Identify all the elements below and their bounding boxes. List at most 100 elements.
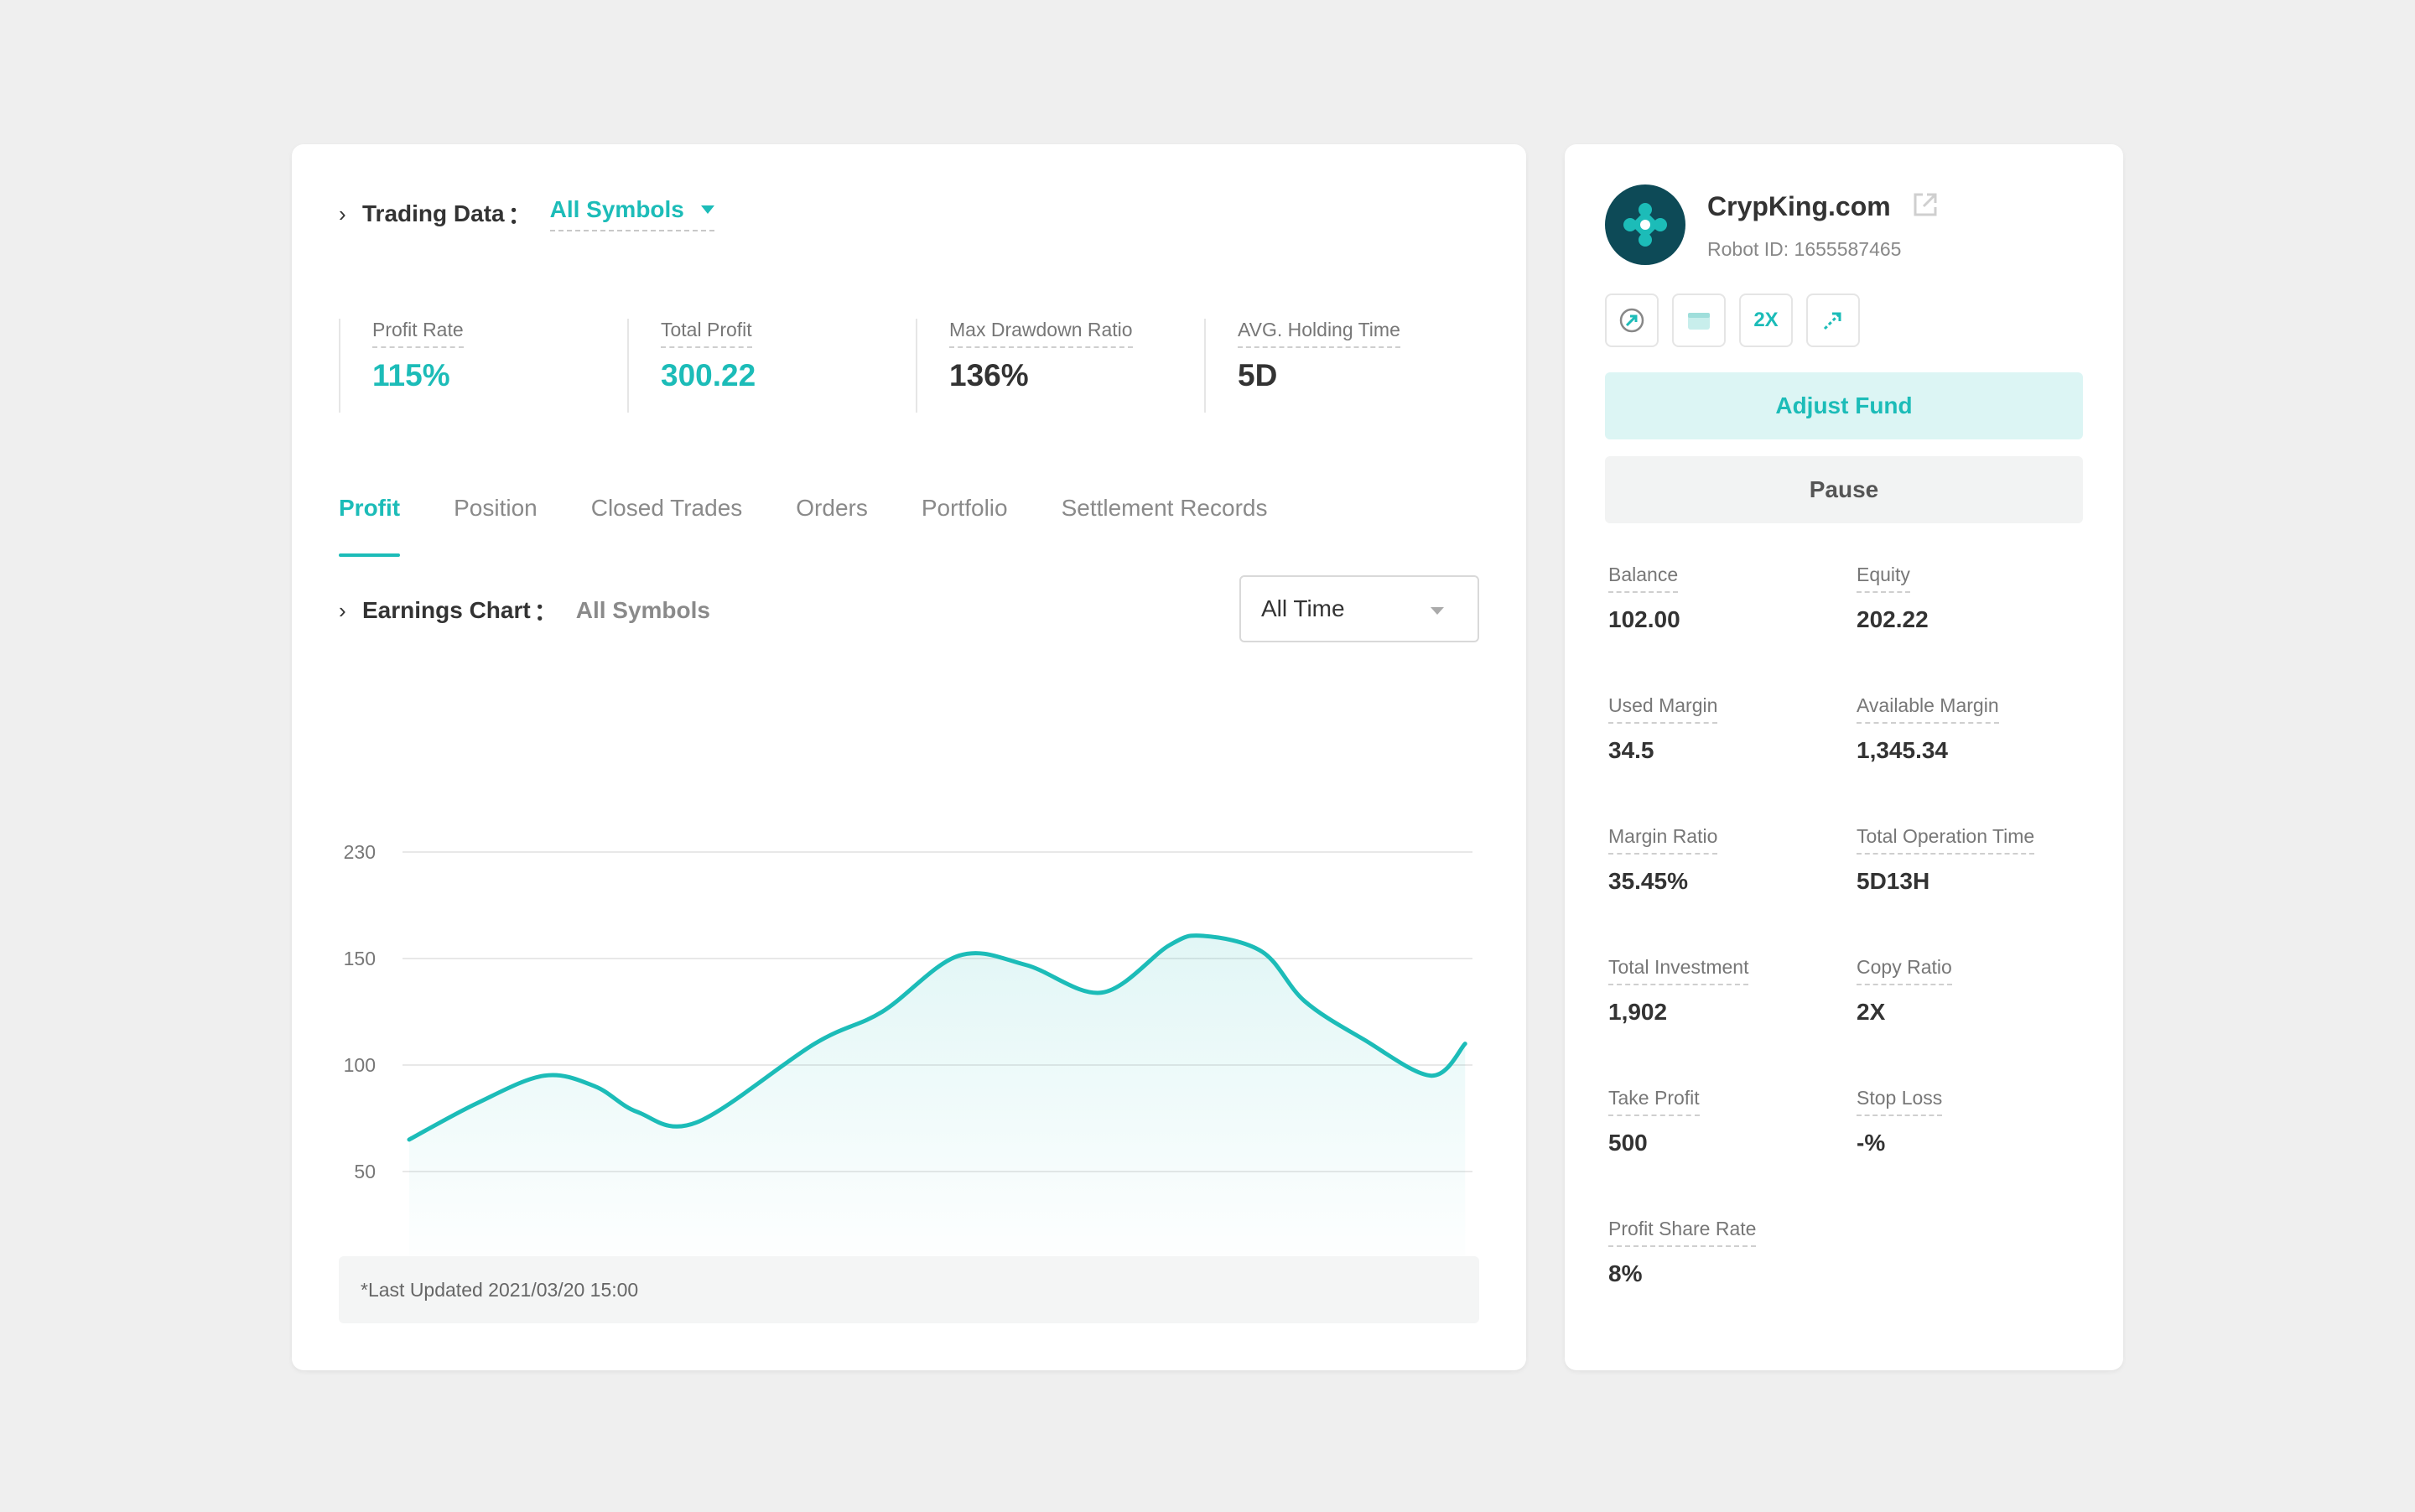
stat-value: 8% (1608, 1260, 1643, 1286)
trading-data-header: › Trading Data ： All Symbols (339, 196, 714, 231)
metric-value: 136% (949, 358, 1029, 392)
metric-label: AVG. Holding Time (1238, 319, 1400, 348)
metric-avg-holding-time: AVG. Holding Time 5D (1204, 319, 1493, 413)
stat-used-margin: Used Margin 34.5 (1608, 694, 1852, 764)
stat-label: Margin Ratio (1608, 825, 1718, 855)
y-tick-label: 230 (344, 841, 376, 863)
earnings-point (1168, 943, 1171, 947)
caret-down-icon (1431, 607, 1444, 615)
stat-stop-loss: Stop Loss -% (1857, 1087, 2100, 1156)
stat-equity: Equity 202.22 (1857, 564, 2100, 633)
leverage-badge[interactable]: 2X (1739, 294, 1793, 347)
last-updated-text: *Last Updated 2021/03/20 15:00 (361, 1278, 639, 1301)
earnings-point (1362, 1038, 1365, 1042)
metric-label: Profit Rate (372, 319, 464, 348)
tab-closed-trades[interactable]: Closed Trades (590, 495, 743, 521)
earnings-point (1303, 1000, 1306, 1003)
earnings-chart: 0501001502308/208/218/228/238/248/258/26 (344, 841, 1472, 1317)
earnings-point (1202, 934, 1205, 938)
metric-total-profit: Total Profit 300.22 (627, 319, 916, 413)
earnings-point (694, 1121, 698, 1125)
stat-total-operation-time: Total Operation Time 5D13H (1857, 825, 2100, 895)
earnings-chart-header: › Earnings Chart ： All Symbols (339, 594, 710, 627)
time-range-select[interactable]: All Time (1239, 575, 1479, 642)
earnings-point (813, 1042, 816, 1046)
stat-value: 34.5 (1608, 737, 1654, 763)
avatar (1605, 184, 1685, 265)
trend-badge[interactable] (1605, 294, 1659, 347)
earnings-point (1024, 964, 1027, 967)
earnings-line (407, 933, 1467, 1142)
earnings-chart-label: Earnings Chart (362, 597, 531, 623)
symbol-select[interactable]: All Symbols (549, 196, 714, 231)
stat-label: Take Profit (1608, 1087, 1700, 1116)
stat-total-investment: Total Investment 1,902 (1608, 956, 1852, 1026)
trading-data-colon: ： (507, 202, 532, 228)
tab-settlement-records[interactable]: Settlement Records (1061, 495, 1268, 521)
earnings-point (475, 1102, 478, 1105)
stat-value: 1,902 (1608, 999, 1668, 1025)
external-link-icon[interactable] (1910, 190, 1940, 220)
metric-label: Total Profit (661, 319, 752, 348)
metric-label: Max Drawdown Ratio (949, 319, 1133, 348)
leverage-badge-text: 2X (1753, 309, 1779, 331)
stat-take-profit: Take Profit 500 (1608, 1087, 1852, 1156)
tab-portfolio[interactable]: Portfolio (921, 495, 1008, 521)
symbol-select-value: All Symbols (549, 196, 684, 222)
stat-label: Copy Ratio (1857, 956, 1952, 985)
adjust-fund-button[interactable]: Adjust Fund (1605, 372, 2083, 439)
trading-data-card: › Trading Data ： All Symbols Profit Rate… (292, 144, 1526, 1370)
tab-profit[interactable]: Profit (339, 488, 401, 557)
pause-button[interactable]: Pause (1605, 456, 2083, 523)
robot-badge-row: 2X (1605, 294, 1873, 347)
chevron-right-icon[interactable]: › (339, 598, 346, 623)
y-tick-label: 150 (344, 948, 376, 969)
metric-profit-rate: Profit Rate 115% (339, 319, 627, 413)
earnings-point (957, 954, 960, 958)
trend-arrow-icon (1619, 308, 1644, 333)
stat-label: Used Margin (1608, 694, 1718, 724)
stat-value: 202.22 (1857, 606, 1929, 632)
stat-label: Total Operation Time (1857, 825, 2035, 855)
card-icon (1688, 313, 1710, 330)
robot-detail-card: CrypKing.com Robot ID: 1655587465 2X (1565, 144, 2123, 1370)
stat-label: Stop Loss (1857, 1087, 1943, 1116)
stat-margin-ratio: Margin Ratio 35.45% (1608, 825, 1852, 895)
earnings-point (1260, 950, 1264, 953)
chevron-right-icon[interactable]: › (339, 201, 346, 226)
earnings-point (1463, 1042, 1467, 1046)
earnings-chart-colon: ： (533, 599, 558, 625)
stat-label: Available Margin (1857, 694, 1999, 724)
stat-value: 2X (1857, 999, 1886, 1025)
stat-label: Equity (1857, 564, 1910, 593)
tab-bar: Profit Position Closed Trades Orders Por… (339, 488, 1321, 557)
earnings-area (409, 935, 1466, 1278)
stat-value: -% (1857, 1130, 1886, 1156)
metrics-row: Profit Rate 115% Total Profit 300.22 Max… (339, 319, 1496, 413)
y-tick-label: 50 (354, 1161, 376, 1182)
metric-value: 300.22 (661, 358, 756, 392)
earnings-symbol: All Symbols (575, 597, 710, 623)
stat-profit-share-rate: Profit Share Rate 8% (1608, 1218, 1852, 1287)
earnings-point (1430, 1074, 1433, 1078)
earnings-point (1100, 991, 1104, 995)
stat-label: Total Investment (1608, 956, 1749, 985)
metric-max-drawdown: Max Drawdown Ratio 136% (916, 319, 1204, 413)
metric-value: 115% (372, 358, 450, 392)
growth-arrow-icon (1823, 312, 1841, 330)
stat-value: 102.00 (1608, 606, 1680, 632)
trading-data-label: Trading Data (362, 200, 505, 226)
stat-copy-ratio: Copy Ratio 2X (1857, 956, 2100, 1026)
tab-position[interactable]: Position (454, 495, 538, 521)
growth-badge[interactable] (1806, 294, 1860, 347)
stat-label: Profit Share Rate (1608, 1218, 1757, 1247)
card-badge[interactable] (1672, 294, 1726, 347)
stat-value: 5D13H (1857, 868, 1930, 894)
stat-balance: Balance 102.00 (1608, 564, 1852, 633)
metric-value: 5D (1238, 358, 1278, 392)
earnings-point (880, 1011, 884, 1014)
tab-orders[interactable]: Orders (796, 495, 868, 521)
earnings-point (543, 1074, 546, 1078)
earnings-point (594, 1084, 597, 1088)
earnings-point (408, 1138, 411, 1141)
